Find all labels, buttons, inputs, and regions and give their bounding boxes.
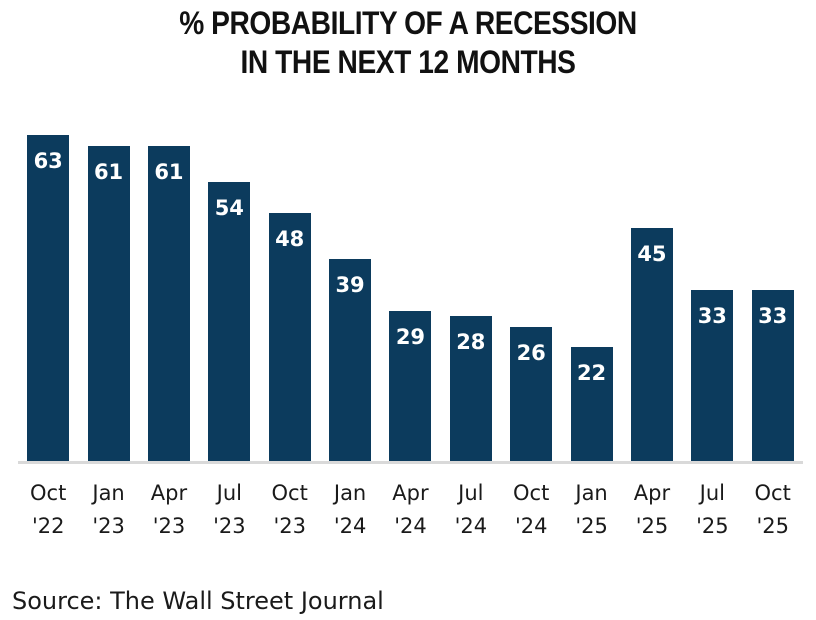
chart-title-line2: IN THE NEXT 12 MONTHS: [240, 44, 576, 80]
x-tick-year: '24: [454, 514, 488, 538]
bar-value-label: 48: [275, 227, 305, 251]
bar-value-label: 26: [516, 341, 546, 365]
bar: 28: [449, 316, 492, 461]
x-tick-year: '23: [213, 514, 246, 538]
bar-value-label: 39: [335, 273, 365, 297]
plot-area: 63 61 61 54 48 39 29 28 26 22 45 33 33: [18, 0, 803, 464]
x-tick-month: Oct: [30, 481, 67, 505]
bar: 39: [329, 259, 372, 461]
bar: 61: [147, 146, 190, 461]
bar-value-label: 61: [93, 160, 124, 184]
x-tick-year: '25: [635, 514, 669, 538]
x-tick-year: '23: [152, 514, 186, 538]
bar-value-label: 61: [154, 160, 184, 184]
bar: 33: [691, 290, 734, 461]
x-tick-label: Jan '23: [79, 477, 139, 543]
x-tick-month: Jul: [216, 481, 242, 505]
x-tick-month: Jul: [699, 481, 725, 505]
x-tick-label: Apr '23: [139, 477, 199, 543]
x-tick-label: Jul '23: [199, 477, 259, 543]
bar: 63: [27, 135, 70, 461]
x-tick-label: Oct '24: [501, 477, 561, 543]
bar: 45: [630, 228, 673, 461]
bar: 22: [570, 347, 613, 461]
x-tick-month: Oct: [513, 481, 550, 505]
x-tick-year: '25: [575, 514, 608, 538]
source-note: Source: The Wall Street Journal: [12, 587, 384, 615]
x-tick-month: Jan: [333, 481, 367, 505]
x-tick-label: Apr '24: [380, 477, 440, 543]
x-tick-label: Oct '25: [743, 477, 803, 543]
x-tick-year: '23: [273, 514, 306, 538]
bar: 48: [268, 213, 311, 461]
x-tick-month: Oct: [754, 481, 791, 505]
x-tick-year: '25: [696, 514, 729, 538]
x-tick-label: Apr '25: [622, 477, 682, 543]
x-tick-month: Apr: [392, 481, 429, 505]
bar: 33: [751, 290, 794, 461]
bar-value-label: 45: [637, 242, 667, 266]
bar-value-label: 54: [214, 196, 244, 220]
x-tick-label: Oct '23: [260, 477, 320, 543]
x-tick-month: Oct: [271, 481, 308, 505]
x-tick-month: Apr: [150, 481, 188, 505]
x-tick-year: '22: [31, 514, 65, 538]
bar: 54: [208, 182, 251, 461]
x-tick-label: Jul '25: [682, 477, 742, 543]
x-tick-label: Jan '25: [562, 477, 622, 543]
bar: 26: [510, 327, 553, 461]
x-tick-label: Oct '22: [18, 477, 78, 543]
x-tick-label: Jan '24: [320, 477, 380, 543]
x-tick-month: Apr: [633, 481, 671, 505]
x-axis: Oct '22 Jan '23 Apr '23 Jul '23 Oct '23 Jan '24 Apr '…: [18, 477, 803, 543]
bar-value-label: 28: [456, 330, 486, 354]
x-tick-year: '24: [394, 514, 427, 538]
x-tick-month: Jan: [575, 481, 608, 505]
bar-value-label: 22: [576, 361, 607, 385]
x-tick-year: '25: [756, 514, 789, 538]
x-tick-year: '24: [333, 514, 367, 538]
x-tick-year: '24: [514, 514, 548, 538]
bar: 61: [87, 146, 130, 461]
chart-title-line1: % PROBABILITY OF A RECESSION: [179, 5, 637, 41]
bar-value-label: 33: [758, 304, 788, 328]
x-tick-label: Jul '24: [441, 477, 501, 543]
chart-title: % PROBABILITY OF A RECESSION IN THE NEXT…: [49, 4, 767, 82]
x-tick-month: Jul: [458, 481, 484, 505]
x-tick-year: '23: [92, 514, 125, 538]
bar: 29: [389, 311, 432, 461]
bar-value-label: 29: [395, 325, 426, 349]
bar-value-label: 63: [33, 149, 63, 173]
x-tick-month: Jan: [92, 481, 125, 505]
bar-value-label: 33: [697, 304, 727, 328]
